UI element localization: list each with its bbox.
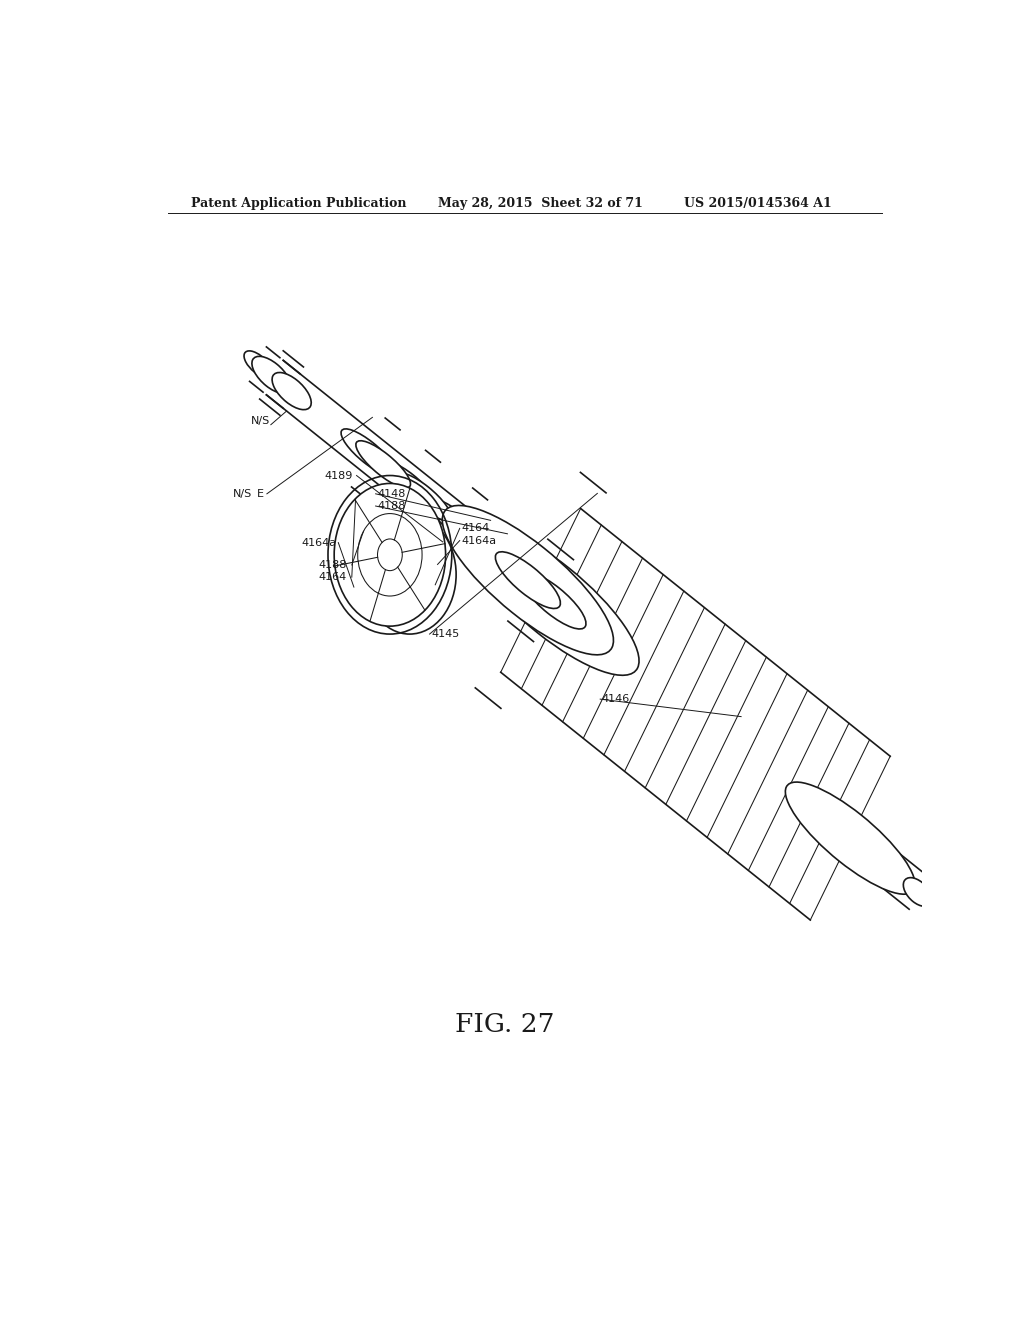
Ellipse shape (396, 473, 451, 520)
Ellipse shape (785, 781, 915, 894)
Circle shape (357, 513, 422, 597)
Circle shape (389, 548, 430, 602)
Ellipse shape (272, 372, 311, 409)
Text: 4189: 4189 (324, 470, 352, 480)
Text: 4148: 4148 (377, 488, 406, 499)
Ellipse shape (476, 535, 605, 647)
Circle shape (364, 515, 456, 634)
Ellipse shape (252, 356, 291, 393)
Ellipse shape (341, 429, 395, 477)
Ellipse shape (442, 506, 613, 655)
Text: US 2015/0145364 A1: US 2015/0145364 A1 (684, 197, 831, 210)
Text: 4188: 4188 (377, 502, 406, 511)
Ellipse shape (903, 878, 932, 907)
Text: N/S: N/S (251, 416, 270, 425)
Ellipse shape (443, 511, 498, 558)
Text: May 28, 2015  Sheet 32 of 71: May 28, 2015 Sheet 32 of 71 (437, 197, 642, 210)
Text: N/S: N/S (232, 488, 252, 499)
Text: 4164a: 4164a (461, 536, 497, 545)
Ellipse shape (428, 499, 483, 546)
Text: 4146: 4146 (602, 694, 630, 704)
Ellipse shape (356, 441, 411, 488)
Ellipse shape (244, 351, 272, 378)
Text: 4145: 4145 (431, 630, 460, 639)
Text: 4164a: 4164a (301, 537, 336, 548)
Text: E: E (257, 488, 263, 499)
Text: 4188: 4188 (318, 560, 347, 570)
Ellipse shape (521, 573, 586, 630)
Ellipse shape (381, 461, 436, 508)
Text: 4164: 4164 (318, 572, 347, 582)
Text: FIG. 27: FIG. 27 (456, 1012, 555, 1038)
Circle shape (334, 483, 445, 626)
Circle shape (378, 539, 402, 570)
Ellipse shape (496, 552, 560, 609)
Text: Patent Application Publication: Patent Application Publication (191, 197, 407, 210)
Ellipse shape (468, 525, 639, 676)
Text: 4164: 4164 (461, 523, 489, 533)
